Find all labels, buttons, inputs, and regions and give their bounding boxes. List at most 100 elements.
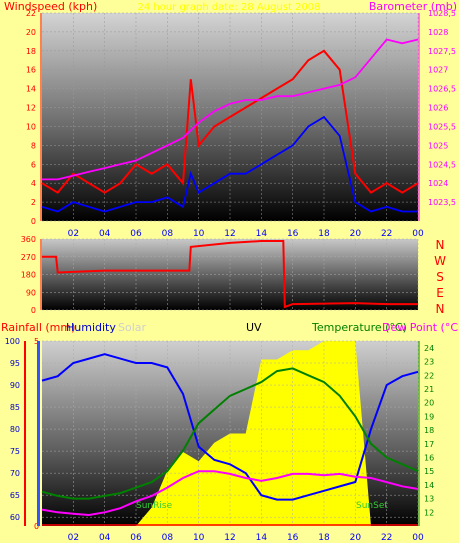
- temperature-x-tick-label: 02: [68, 533, 79, 543]
- barometer-tick-label: 1024,5: [428, 160, 456, 169]
- wind-x-tick-label: 12: [224, 229, 235, 239]
- rainfall-axis-label: Rainfall (mm): [1, 321, 75, 334]
- windspeed-axis-label: Windspeed (kph): [4, 0, 97, 13]
- temperature-line: [41, 367, 419, 500]
- temperature-x-tick-label: 10: [193, 533, 205, 543]
- windspeed-tick-label: 2: [31, 198, 36, 207]
- temperature-x-tick-label: 18: [318, 533, 330, 543]
- compass-letter: N: [436, 302, 445, 316]
- rainfall-axis-bar: [24, 341, 26, 526]
- temperature-tick-label: 23: [424, 358, 434, 367]
- barometer-ticks: 1023,5 1024 1024,5 1025 1025,5 1026 1026,5 1027…: [418, 9, 456, 221]
- temperature-tick-label: 17: [424, 440, 434, 449]
- windspeed-tick-label: 4: [31, 179, 36, 188]
- barometer-tick-label: 1028: [428, 28, 448, 37]
- compass-letter: E: [436, 286, 444, 300]
- direction-tick-label: 0: [31, 306, 36, 315]
- temperature-tick-label: 20: [424, 399, 434, 408]
- temperature-tick-label: 12: [424, 508, 434, 517]
- barometer-tick-label: 1024: [428, 179, 448, 188]
- compass-letter: N: [436, 238, 445, 252]
- temperature-tick-label: 14: [424, 481, 434, 490]
- rainfall-tick-label: 0: [34, 522, 39, 531]
- gust-line: [41, 115, 418, 213]
- temperature-tick-label: 21: [424, 385, 434, 394]
- windspeed-tick-label: 12: [26, 104, 36, 113]
- wind-x-tick-label: 06: [130, 229, 142, 239]
- humidity-tick-label: 90: [10, 381, 20, 390]
- humidity-tick-label: 65: [10, 491, 20, 500]
- wind-x-ticks: 02 04 06 08 10 12 14 16 18 20 22 00: [68, 229, 424, 239]
- humidity-tick-label: 100: [5, 337, 20, 346]
- temperature-x-tick-label: 14: [256, 533, 268, 543]
- wind-x-tick-label: 10: [193, 229, 205, 239]
- compass-letter: W: [434, 254, 446, 268]
- wind-series: [41, 38, 419, 213]
- wind-direction-line: [42, 240, 418, 309]
- temperature-x-tick-label: 04: [99, 533, 111, 543]
- sunrise-label: SunRise: [136, 501, 173, 511]
- temperature-tick-label: 16: [424, 453, 434, 462]
- temperature-x-tick-label: 16: [287, 533, 299, 543]
- uv-axis-label: UV: [246, 321, 262, 334]
- direction-tick-label: 90: [26, 288, 36, 297]
- sunset-label: SunSet: [356, 501, 388, 511]
- rainfall-ticks: 05: [34, 337, 39, 531]
- humidity-ticks: 60 65 70 75 80 85 90 95 100: [5, 337, 20, 522]
- wind-x-tick-label: 08: [162, 229, 174, 239]
- temperature-x-tick-label: 22: [381, 533, 392, 543]
- humidity-tick-label: 60: [10, 513, 20, 522]
- barometer-tick-label: 1026: [428, 104, 448, 113]
- direction-tick-label: 360: [21, 235, 36, 244]
- wind-x-tick-label: 22: [381, 229, 392, 239]
- barometer-tick-label: 1027,5: [428, 47, 456, 56]
- humidity-tick-label: 85: [10, 403, 20, 412]
- direction-ticks: 0 90 180 270 360: [21, 235, 42, 315]
- windspeed-tick-label: 20: [26, 28, 36, 37]
- humidity-tick-label: 75: [10, 447, 20, 456]
- humidity-axis-label: Humidity: [66, 321, 116, 334]
- dewpoint-axis-label: Dew Point (°C: [382, 321, 458, 334]
- windspeed-tick-label: 22: [26, 9, 36, 18]
- barometer-line: [42, 38, 419, 181]
- wind-x-tick-label: 20: [350, 229, 362, 239]
- windspeed-tick-label: 14: [26, 85, 36, 94]
- barometer-tick-label: 1026,5: [428, 85, 456, 94]
- barometer-tick-label: 1028,5: [428, 9, 456, 18]
- wind-x-tick-label: 16: [287, 229, 299, 239]
- temperature-tick-label: 24: [424, 344, 434, 353]
- temperature-x-tick-label: 00: [412, 533, 424, 543]
- windspeed-tick-label: 16: [26, 66, 36, 75]
- humidity-axis-bar: [37, 341, 40, 526]
- humidity-tick-label: 80: [10, 425, 20, 434]
- temperature-tick-label: 13: [424, 495, 434, 504]
- temperature-tick-label: 22: [424, 371, 434, 380]
- humidity-line: [41, 353, 419, 501]
- solar-axis-label: Solar: [118, 321, 147, 334]
- temperature-ticks: 12 13 14 15 16 17 18 19 20 21 22 23 24: [418, 341, 434, 526]
- wind-x-tick-label: 02: [68, 229, 79, 239]
- temperature-series: [41, 353, 419, 526]
- barometer-tick-label: 1025: [428, 141, 448, 150]
- rainfall-tick-label: 5: [34, 337, 39, 346]
- direction-tick-label: 270: [21, 253, 36, 262]
- temperature-x-tick-label: 06: [130, 533, 142, 543]
- barometer-tick-label: 1027: [428, 66, 448, 75]
- wind-x-tick-label: 04: [99, 229, 111, 239]
- direction-gridlines: [42, 238, 419, 311]
- wind-x-tick-label: 18: [318, 229, 330, 239]
- temperature-x-ticks: 02 04 06 08 10 12 14 16 18 20 22 00: [68, 533, 424, 543]
- windspeed-tick-label: 0: [31, 217, 36, 226]
- temperature-tick-label: 19: [424, 412, 434, 421]
- dewpoint-line: [41, 470, 419, 517]
- windspeed-line: [41, 49, 419, 194]
- temperature-tick-label: 15: [424, 467, 434, 476]
- temperature-x-tick-label: 12: [224, 533, 235, 543]
- direction-tick-label: 180: [21, 271, 36, 280]
- chart-title: 24 hour graph date: 28 August 2008: [137, 2, 320, 13]
- wind-x-tick-label: 14: [256, 229, 268, 239]
- temperature-tick-label: 18: [424, 426, 434, 435]
